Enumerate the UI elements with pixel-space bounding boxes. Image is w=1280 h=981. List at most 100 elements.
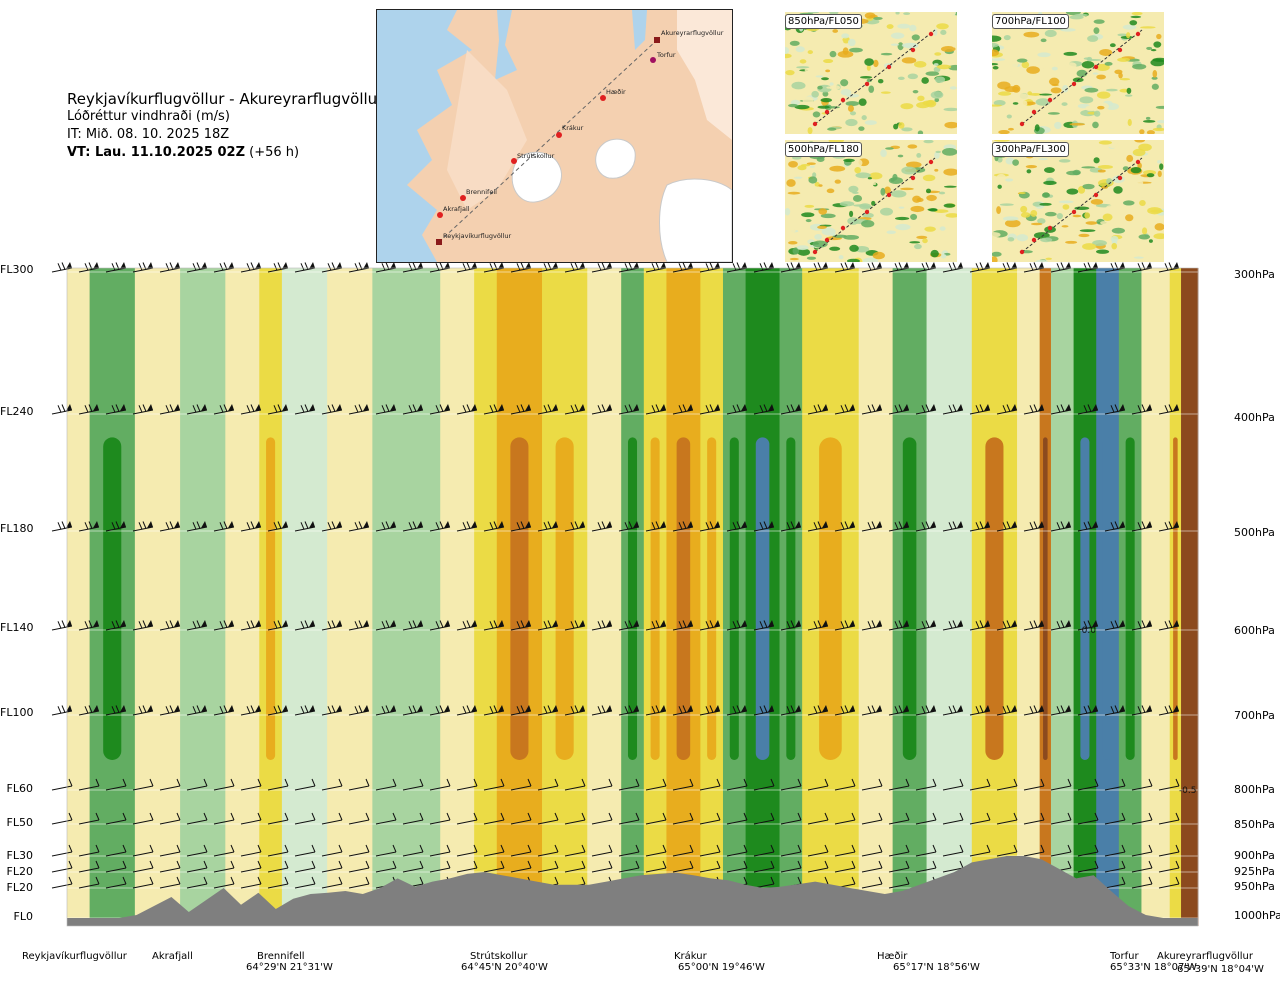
wind-barb-shaft [996, 785, 1018, 791]
wind-barb-feather [1114, 262, 1119, 270]
mini-map-texture [1006, 181, 1014, 187]
wind-barb-shaft [861, 851, 883, 857]
wind-barb-feather [1006, 521, 1011, 529]
wind-barb [1104, 262, 1126, 273]
wind-barb [564, 620, 586, 631]
wind-barb-flag [201, 705, 207, 712]
mini-map-texture [1113, 186, 1123, 194]
wind-barb [1023, 262, 1045, 273]
mini-map-texture [1127, 118, 1132, 127]
mini-map-texture [820, 97, 833, 103]
wind-barb-flag [876, 705, 882, 712]
mini-map-texture [1142, 120, 1156, 123]
wind-barb-feather [624, 706, 629, 714]
wind-barb-flag [1119, 521, 1125, 528]
wind-barb-feather [705, 621, 710, 629]
wind-barb-shaft [591, 867, 613, 873]
wind-barb-shaft [510, 710, 532, 716]
wind-barb-shaft [483, 409, 505, 415]
wind-barb-feather [1029, 522, 1034, 530]
mini-map-texture [1117, 57, 1130, 62]
wind-barb-feather [1175, 876, 1180, 885]
mini-map-texture [1030, 209, 1038, 217]
wind-barb-flag [174, 404, 180, 411]
wind-barb-feather [230, 812, 235, 821]
mini-map-texture [866, 65, 871, 71]
wind-barb-shaft [780, 785, 802, 791]
mini-map-texture [877, 79, 884, 84]
wind-barb-flag [336, 404, 342, 411]
wind-barb [753, 262, 775, 273]
wind-barb-shaft [294, 867, 316, 873]
mini-map-texture [943, 168, 959, 176]
wind-barb-feather [736, 404, 741, 412]
wind-barb [1104, 876, 1126, 889]
wind-barb-feather [547, 620, 552, 628]
mini-map-texture [864, 12, 876, 19]
mini-map-texture [812, 111, 821, 118]
wind-barb-shaft [699, 409, 721, 415]
wind-barb-shaft [780, 819, 802, 825]
wind-barb-flag [687, 521, 693, 528]
mini-map-texture [1073, 252, 1087, 256]
velocity-core [627, 437, 638, 760]
mini-map-texture [1051, 185, 1064, 193]
wind-barb-feather [381, 621, 386, 629]
wind-barb-feather [257, 876, 262, 885]
wind-barb-feather [601, 262, 606, 270]
wind-barb [1104, 844, 1126, 857]
wind-barb-flag [525, 620, 531, 627]
wind-barb-feather [169, 705, 174, 713]
wind-barb-shaft [1131, 867, 1153, 873]
velocity-core [1186, 437, 1193, 760]
wind-barb-feather [57, 263, 62, 271]
mini-map-waypoint [864, 209, 870, 215]
wind-barb-feather [435, 621, 440, 629]
wind-barb-shaft [699, 851, 721, 857]
mini-map-texture [910, 205, 925, 213]
fl-label: FL60 [6, 782, 33, 795]
wind-barb-shaft [834, 409, 856, 415]
wind-barb-shaft [348, 267, 370, 273]
wind-barb [969, 262, 991, 273]
mini-map-texture [901, 166, 917, 175]
wind-barb-shaft [78, 819, 100, 825]
wind-barb [591, 620, 613, 631]
wind-barb-shaft [240, 851, 262, 857]
wind-barb-feather [473, 812, 478, 821]
wind-barb-shaft [402, 409, 424, 415]
wind-barb-flag [1065, 521, 1071, 528]
wind-barb-feather [408, 405, 413, 413]
wind-barb [780, 778, 802, 791]
mini-map-texture [1066, 188, 1079, 195]
wind-barb [402, 860, 424, 873]
mini-map-texture [1132, 63, 1147, 70]
wind-barb-feather [1137, 706, 1142, 714]
velocity-core [707, 437, 717, 760]
wind-barb-feather [331, 262, 336, 270]
mini-map-texture [804, 67, 817, 73]
wind-barb-feather [354, 706, 359, 714]
mini-map-texture [1159, 163, 1164, 170]
wind-barb-flag [1173, 521, 1179, 528]
mini-map-texture [817, 85, 823, 90]
wind-barb [456, 860, 478, 873]
wind-barb [699, 778, 721, 791]
wind-barb [429, 404, 451, 415]
wind-barb-shaft [78, 851, 100, 857]
wind-barb-feather [786, 263, 791, 271]
wind-barb-shaft [321, 883, 343, 889]
velocity-core [1125, 437, 1135, 760]
wind-barb-shaft [213, 710, 235, 716]
velocity-core [819, 437, 842, 760]
wind-barb [1104, 778, 1126, 791]
wind-barb-feather [331, 705, 336, 713]
wind-barb [834, 262, 856, 273]
wind-barb-feather [770, 844, 775, 853]
wind-barb [753, 404, 775, 415]
wind-barb [942, 404, 964, 415]
wind-barb-flag [579, 404, 585, 411]
mini-map-texture [1106, 205, 1117, 210]
lowland [447, 50, 527, 210]
mini-map-texture [998, 129, 1010, 135]
